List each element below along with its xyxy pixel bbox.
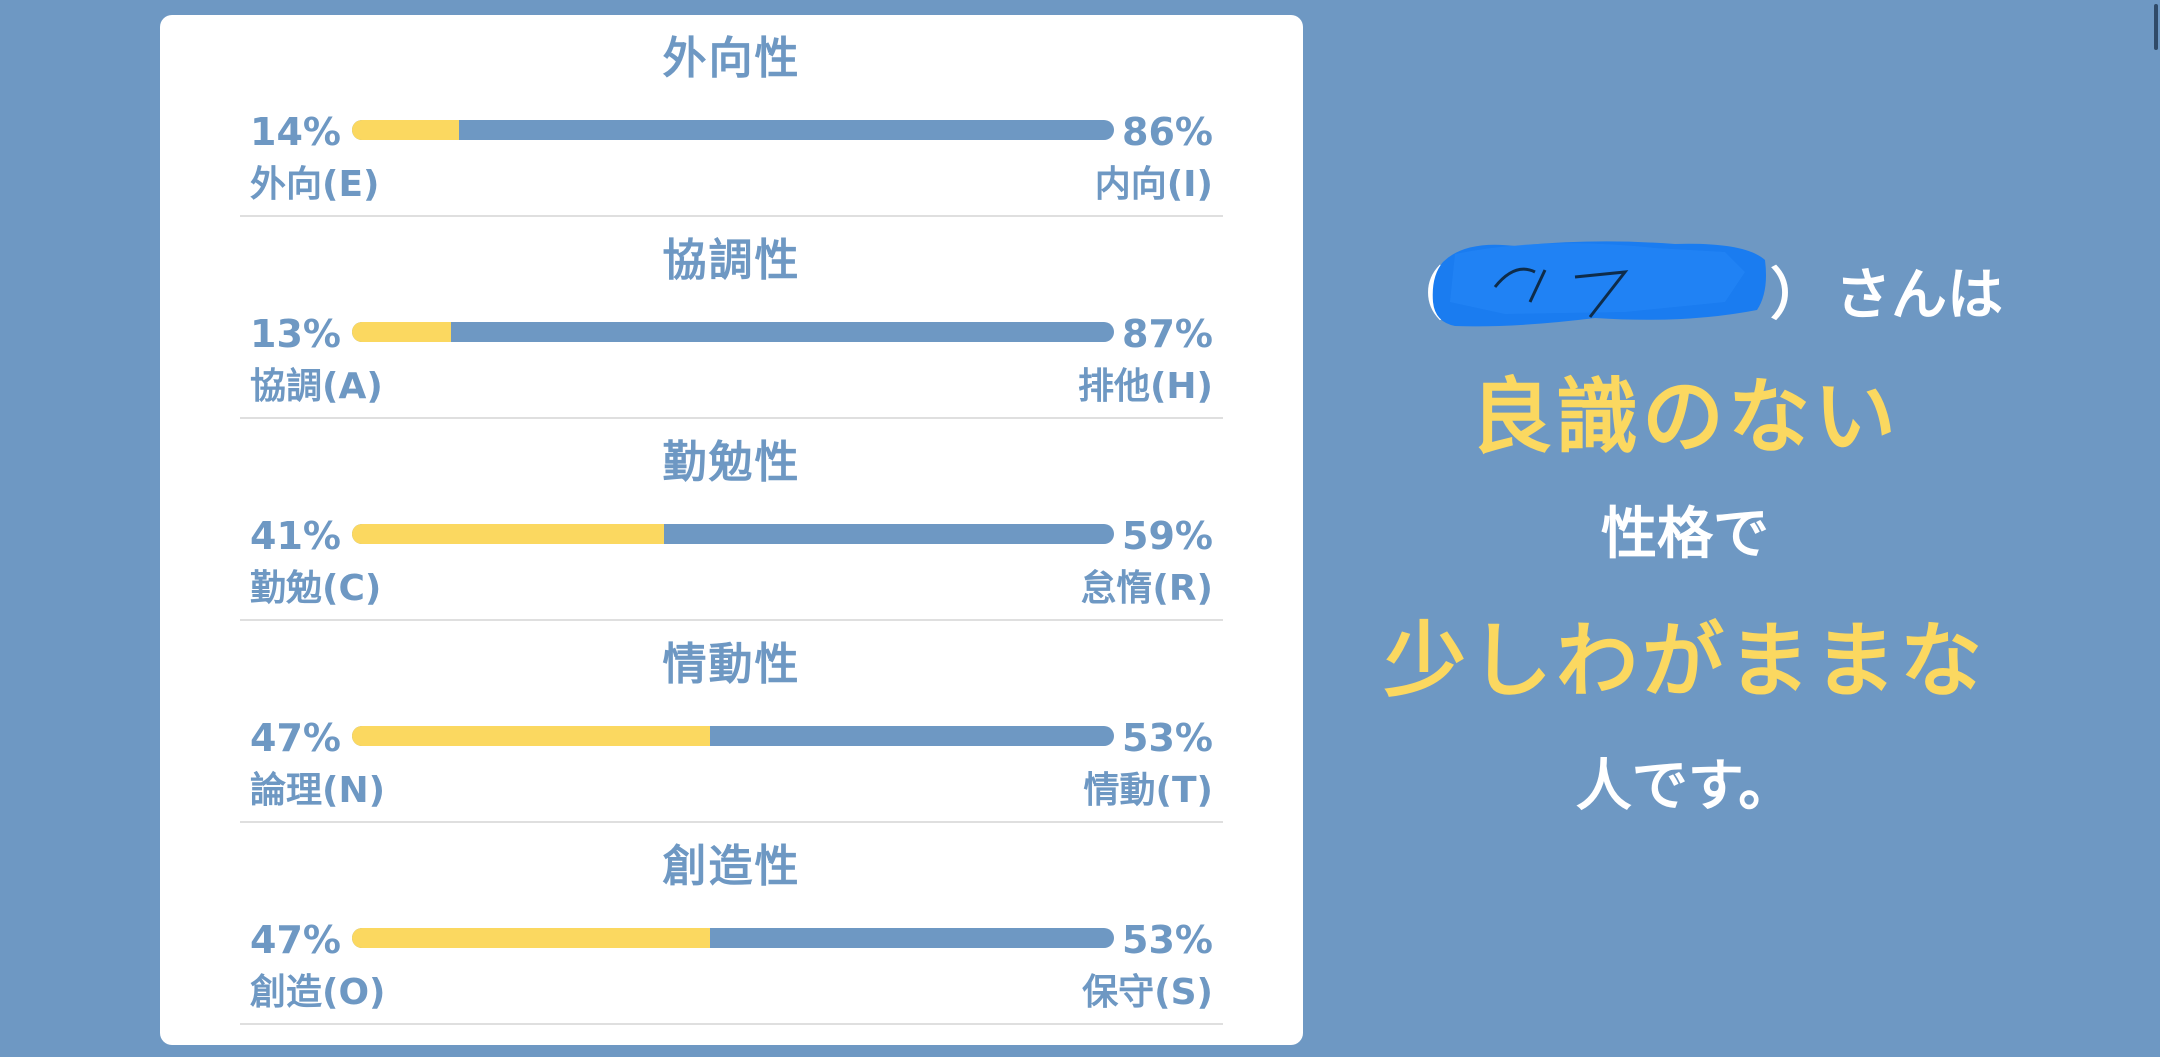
right-trait-label: 保守(S) xyxy=(1082,972,1213,1013)
right-percentage: 59% xyxy=(1122,514,1213,558)
left-trait-label: 協調(A) xyxy=(250,366,383,407)
trait-row: 協調性 13% 87% 協調(A) 排他(H) xyxy=(240,217,1223,419)
trait-bar-fill xyxy=(352,322,452,342)
trait-row: 創造性 47% 53% 創造(O) 保守(S) xyxy=(240,823,1223,1025)
right-trait-label: 情動(T) xyxy=(1083,770,1213,811)
trait-row: 外向性 14% 86% 外向(E) 内向(I) xyxy=(240,15,1223,217)
personality-result: （ ） さんは 良識のない 性格で 少しわがままな 人です。 xyxy=(1330,220,2040,822)
left-percentage: 47% xyxy=(250,918,341,962)
name-line: （ ） さんは xyxy=(1330,220,2040,340)
left-trait-label: 創造(O) xyxy=(250,972,386,1013)
trait-title: 勤勉性 xyxy=(662,437,801,488)
trait-bar xyxy=(352,726,1114,746)
trait-title: 協調性 xyxy=(662,235,801,286)
scrollbar-thumb[interactable] xyxy=(2154,4,2158,50)
right-percentage: 53% xyxy=(1122,716,1213,760)
right-trait-label: 排他(H) xyxy=(1077,366,1213,407)
trait-row: 勤勉性 41% 59% 勤勉(C) 怠惰(R) xyxy=(240,419,1223,621)
result-line-2: 性格で xyxy=(1601,501,1769,567)
left-percentage: 41% xyxy=(250,514,341,558)
result-line-1: 良識のない xyxy=(1469,369,1900,465)
left-percentage: 47% xyxy=(250,716,341,760)
right-trait-label: 怠惰(R) xyxy=(1080,568,1213,609)
redacted-name-scribble xyxy=(1432,241,1766,327)
trait-title: 外向性 xyxy=(662,33,801,84)
trait-bar-fill xyxy=(352,928,711,948)
trait-results-card: 外向性 14% 86% 外向(E) 内向(I) 協調性 13% 87% 協調(A) 排他(H) 勤勉… xyxy=(160,15,1303,1045)
left-trait-label: 勤勉(C) xyxy=(250,568,382,609)
result-line-3: 少しわがままな xyxy=(1383,613,1986,709)
result-line-4: 人です。 xyxy=(1575,753,1795,819)
trait-bar xyxy=(352,322,1114,342)
left-percentage: 13% xyxy=(250,312,341,356)
trait-row: 情動性 47% 53% 論理(N) 情動(T) xyxy=(240,621,1223,823)
trait-bar xyxy=(352,524,1114,544)
right-percentage: 86% xyxy=(1122,110,1213,154)
trait-bar-fill xyxy=(352,524,665,544)
trait-bar xyxy=(352,928,1114,948)
trait-bar xyxy=(352,120,1114,140)
trait-title: 情動性 xyxy=(662,639,801,690)
paren-close: ） xyxy=(1770,262,1826,328)
left-percentage: 14% xyxy=(250,110,341,154)
san-wa-text: さんは xyxy=(1835,262,2003,328)
right-trait-label: 内向(I) xyxy=(1094,164,1213,205)
right-percentage: 87% xyxy=(1122,312,1213,356)
left-trait-label: 論理(N) xyxy=(250,770,386,811)
trait-bar-fill xyxy=(352,726,711,746)
trait-title: 創造性 xyxy=(662,841,801,892)
left-trait-label: 外向(E) xyxy=(250,164,380,205)
right-percentage: 53% xyxy=(1122,918,1213,962)
trait-bar-fill xyxy=(352,120,459,140)
